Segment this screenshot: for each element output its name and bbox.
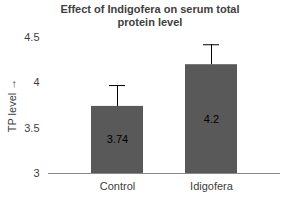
svg-text:4.2: 4.2 (204, 113, 219, 125)
svg-text:TP level →: TP level → (6, 79, 18, 133)
svg-text:3.74: 3.74 (107, 133, 128, 145)
svg-text:4: 4 (33, 76, 39, 88)
svg-text:Idigofera: Idigofera (190, 180, 234, 192)
svg-text:4.5: 4.5 (24, 31, 39, 43)
svg-text:3: 3 (33, 167, 39, 179)
html-text:Effect of Indigofera on serum: Effect of Indigofera on serum total prot… (60, 3, 240, 28)
svg-text:3.5: 3.5 (24, 122, 39, 134)
svg-text:Control: Control (100, 180, 135, 192)
